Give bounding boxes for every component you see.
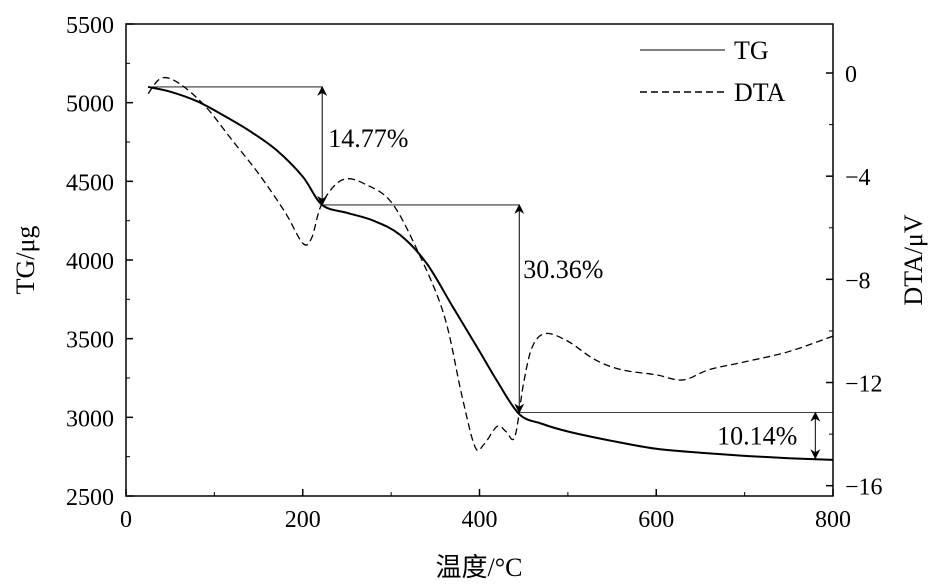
left-y-tick-label: 5500 (66, 13, 114, 39)
series-dta-line (147, 76, 834, 452)
legend-dta-label: DTA (734, 78, 786, 107)
annotation-label: 10.14% (717, 422, 797, 451)
left-y-tick-label: 3000 (66, 406, 114, 432)
x-tick-label: 400 (462, 507, 498, 533)
right-y-tick-label: −16 (845, 475, 883, 501)
annotation-layer: 14.77% 30.36% 10.14% (148, 85, 833, 460)
right-y-axis-title: DTA/μV (899, 214, 928, 306)
series-layer (147, 76, 834, 461)
right-y-tick-label: −8 (845, 268, 871, 294)
x-axis-title: 温度/°C (436, 553, 523, 582)
left-y-tick-label: 4000 (66, 249, 114, 275)
x-tick-label: 800 (815, 507, 851, 533)
legend: TG DTA (640, 36, 786, 107)
left-y-tick-label: 2500 (66, 485, 114, 511)
right-y-tick-label: −12 (845, 372, 883, 398)
x-tick-label: 0 (120, 507, 132, 533)
x-tick-label: 200 (285, 507, 321, 533)
left-y-axis-title: TG/μg (11, 226, 40, 295)
x-axis-ticks: 0 200 400 600 800 (120, 489, 851, 533)
right-y-tick-label: 0 (845, 62, 857, 88)
annotation-label: 14.77% (328, 124, 408, 153)
series-tg-line (147, 85, 834, 461)
right-y-axis-ticks: 0 −4 −8 −12 −16 (826, 62, 883, 501)
left-y-tick-label: 3500 (66, 328, 114, 354)
right-y-tick-label: −4 (845, 165, 871, 191)
legend-tg-label: TG (734, 36, 769, 65)
x-tick-label: 600 (638, 507, 674, 533)
left-y-tick-label: 5000 (66, 92, 114, 118)
annotation-label: 30.36% (523, 255, 603, 284)
left-y-axis-ticks: 2500 3000 3500 4000 4500 5000 5500 (66, 13, 133, 511)
left-y-tick-label: 4500 (66, 170, 114, 196)
